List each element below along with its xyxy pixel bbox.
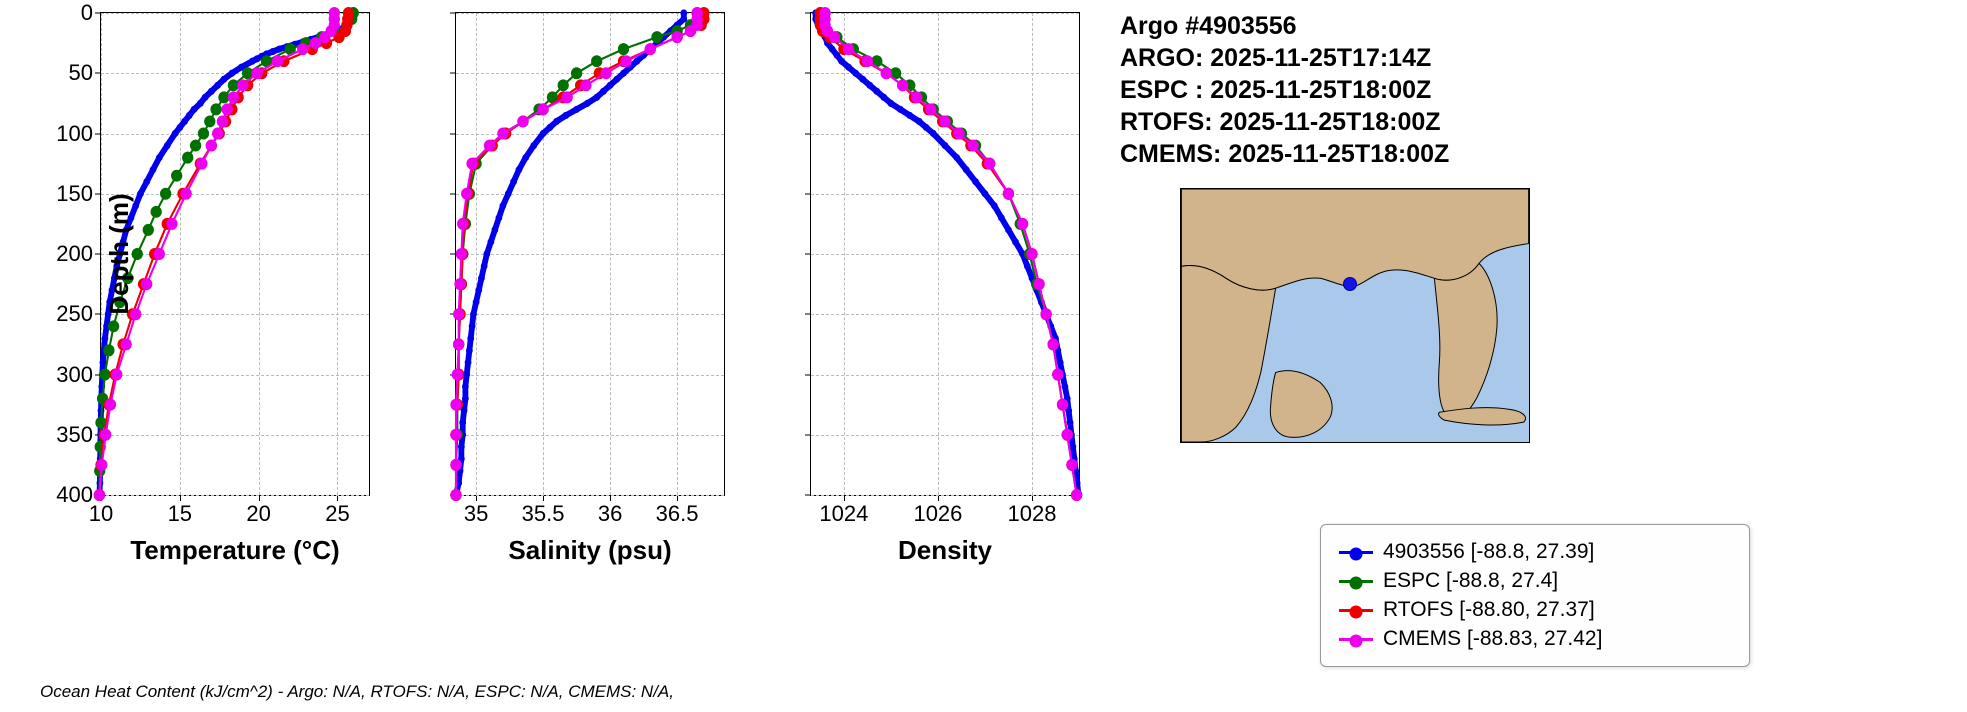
xtick-label-1028: 1028	[1007, 501, 1056, 527]
header-line-2: ESPC : 2025-11-25T18:00Z	[1120, 74, 1967, 106]
xtick-label-35.5: 35.5	[522, 501, 565, 527]
map-plot-area: 33°N30°N27°N24°N21°N18°N99°W96°W93°W90°W…	[1180, 188, 1530, 443]
header-line-0: Argo #4903556	[1120, 10, 1967, 42]
legend-entry-2: RTOFS [-88.80, 27.37]	[1339, 598, 1731, 622]
map-lon-tick	[1479, 442, 1480, 443]
ytick-label-200: 200	[56, 241, 93, 267]
legend-swatch-2	[1339, 609, 1373, 612]
map-lon-tick	[1280, 442, 1281, 443]
axis-title-salinity: Salinity (psu)	[456, 535, 724, 566]
xtick-label-36: 36	[598, 501, 622, 527]
plot-area-density: 1024 1026 1028 Density	[810, 12, 1080, 496]
ytick-label-50: 50	[69, 60, 93, 86]
legend-entry-1: ESPC [-88.8, 27.4]	[1339, 569, 1731, 593]
map-lon-tick	[1330, 442, 1331, 443]
xtick-label-20: 20	[246, 501, 270, 527]
legend-label-0: 4903556 [-88.8, 27.39]	[1383, 540, 1594, 564]
ytick-label-250: 250	[56, 301, 93, 327]
legend-swatch-1	[1339, 580, 1373, 583]
header-block: Argo #4903556 ARGO: 2025-11-25T17:14Z ES…	[1120, 10, 1967, 170]
map-lon-tick	[1231, 442, 1232, 443]
axis-title-temperature: Temperature (°C)	[101, 535, 369, 566]
xtick-label-1026: 1026	[913, 501, 962, 527]
ytick-label-350: 350	[56, 422, 93, 448]
legend-entry-3: CMEMS [-88.83, 27.42]	[1339, 627, 1731, 651]
profile-charts: 10 15 20 25 0 50 100 150 200 250 300 350 400 Temperat…	[0, 0, 1090, 712]
header-line-1: ARGO: 2025-11-25T17:14Z	[1120, 42, 1967, 74]
legend-box[interactable]: 4903556 [-88.8, 27.39] ESPC [-88.8, 27.4]…	[1320, 524, 1750, 667]
map-lat-tick	[1180, 340, 1181, 341]
map-lon-tick	[1430, 442, 1431, 443]
xtick-label-1024: 1024	[819, 501, 868, 527]
header-line-4: CMEMS: 2025-11-25T18:00Z	[1120, 138, 1967, 170]
panel-density: 1024 1026 1028 Density	[750, 6, 1090, 566]
map-lon-tick	[1380, 442, 1381, 443]
ohc-caption: Ocean Heat Content (kJ/cm^2) - Argo: N/A…	[40, 682, 674, 702]
legend-swatch-3	[1339, 638, 1373, 641]
xtick-label-15: 15	[168, 501, 192, 527]
map-lat-tick	[1180, 189, 1181, 190]
map-lat-tick	[1180, 391, 1181, 392]
ytick-label-300: 300	[56, 362, 93, 388]
curve-svg-temperature	[101, 13, 369, 495]
info-panel: Argo #4903556 ARGO: 2025-11-25T17:14Z ES…	[1090, 0, 1967, 712]
curve-svg-density	[811, 13, 1079, 495]
ytick-label-100: 100	[56, 121, 93, 147]
gridline-horizontal	[811, 495, 1079, 496]
legend-swatch-0	[1339, 551, 1373, 554]
axis-title-density: Density	[811, 535, 1079, 566]
panel-salinity: 35 35.5 36 36.5 Salinity (psu)	[395, 6, 735, 566]
map-lon-tick	[1181, 442, 1182, 443]
panel-temperature: 10 15 20 25 0 50 100 150 200 250 300 350 400 Temperat…	[40, 6, 380, 566]
curve-svg-salinity	[456, 13, 724, 495]
y-axis-label: Depth (m)	[104, 193, 135, 314]
gridline-horizontal	[101, 495, 369, 496]
xtick-label-36.5: 36.5	[656, 501, 699, 527]
float-location-marker[interactable]	[1343, 277, 1357, 291]
location-map: 33°N30°N27°N24°N21°N18°N99°W96°W93°W90°W…	[1120, 188, 1575, 488]
ytick-label-400: 400	[56, 482, 93, 508]
header-line-3: RTOFS: 2025-11-25T18:00Z	[1120, 106, 1967, 138]
ytick-label-150: 150	[56, 181, 93, 207]
plot-area-salinity: 35 35.5 36 36.5 Salinity (psu)	[455, 12, 725, 496]
map-lat-tick	[1180, 239, 1181, 240]
legend-label-1: ESPC [-88.8, 27.4]	[1383, 569, 1558, 593]
ytick-label-0: 0	[81, 0, 93, 26]
map-lon-tick	[1529, 442, 1530, 443]
plot-area-temperature: 10 15 20 25 0 50 100 150 200 250 300 350 400 Temperat…	[100, 12, 370, 496]
xtick-label-35: 35	[464, 501, 488, 527]
root-container: 10 15 20 25 0 50 100 150 200 250 300 350 400 Temperat…	[0, 0, 1967, 712]
map-lat-tick	[1180, 290, 1181, 291]
map-land-svg	[1181, 189, 1529, 442]
xtick-label-25: 25	[325, 501, 349, 527]
gridline-horizontal	[456, 495, 724, 496]
legend-label-2: RTOFS [-88.80, 27.37]	[1383, 598, 1595, 622]
legend-entry-0: 4903556 [-88.8, 27.39]	[1339, 540, 1731, 564]
legend-label-3: CMEMS [-88.83, 27.42]	[1383, 627, 1602, 651]
